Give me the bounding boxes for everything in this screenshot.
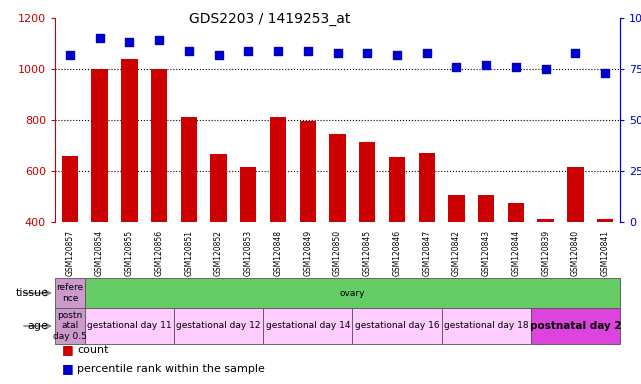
Text: age: age	[28, 321, 49, 331]
Text: ovary: ovary	[340, 288, 365, 298]
Bar	[448, 195, 465, 324]
Text: count: count	[78, 345, 109, 355]
Bar	[151, 69, 167, 324]
Point	[273, 48, 283, 54]
Text: gestational day 11: gestational day 11	[87, 321, 172, 331]
Point	[65, 52, 75, 58]
Point	[303, 48, 313, 54]
Point	[362, 50, 372, 56]
Text: gestational day 12: gestational day 12	[176, 321, 261, 331]
Point	[451, 64, 462, 70]
Text: gestational day 16: gestational day 16	[354, 321, 439, 331]
Bar	[174, 308, 263, 344]
Point	[540, 66, 551, 72]
Point	[392, 52, 402, 58]
Text: postnatal day 2: postnatal day 2	[529, 321, 621, 331]
Text: gestational day 14: gestational day 14	[265, 321, 350, 331]
Bar	[92, 69, 108, 324]
Bar	[62, 156, 78, 324]
Bar	[353, 308, 442, 344]
Point	[184, 48, 194, 54]
Bar	[55, 278, 85, 308]
Bar	[270, 118, 286, 324]
Bar	[181, 118, 197, 324]
Text: postn
atal
day 0.5: postn atal day 0.5	[53, 311, 87, 341]
Bar	[567, 167, 583, 324]
Bar	[240, 167, 256, 324]
Bar	[538, 219, 554, 324]
Text: tissue: tissue	[15, 288, 49, 298]
Bar	[508, 203, 524, 324]
Bar	[210, 154, 227, 324]
Bar	[442, 308, 531, 344]
Point	[333, 50, 343, 56]
Bar	[299, 121, 316, 324]
Bar	[121, 59, 138, 324]
Bar	[329, 134, 345, 324]
Bar	[85, 308, 174, 344]
Bar	[389, 157, 405, 324]
Point	[213, 52, 224, 58]
Text: ■: ■	[62, 362, 73, 376]
Bar	[597, 219, 613, 324]
Point	[243, 48, 253, 54]
Text: refere
nce: refere nce	[56, 283, 83, 303]
Point	[481, 62, 491, 68]
Point	[124, 40, 135, 46]
Point	[94, 35, 104, 41]
Text: GDS2203 / 1419253_at: GDS2203 / 1419253_at	[188, 12, 350, 25]
Point	[570, 50, 581, 56]
Bar	[55, 308, 85, 344]
Bar	[419, 153, 435, 324]
Bar	[263, 308, 353, 344]
Point	[422, 50, 432, 56]
Bar	[359, 142, 376, 324]
Point	[154, 37, 164, 43]
Text: ■: ■	[62, 343, 73, 356]
Point	[511, 64, 521, 70]
Text: percentile rank within the sample: percentile rank within the sample	[78, 364, 265, 374]
Text: gestational day 18: gestational day 18	[444, 321, 528, 331]
Point	[600, 70, 610, 76]
Bar	[531, 308, 620, 344]
Bar	[478, 195, 494, 324]
